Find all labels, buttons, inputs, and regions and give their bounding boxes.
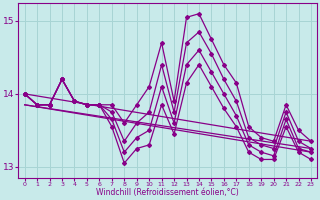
X-axis label: Windchill (Refroidissement éolien,°C): Windchill (Refroidissement éolien,°C) bbox=[96, 188, 239, 197]
